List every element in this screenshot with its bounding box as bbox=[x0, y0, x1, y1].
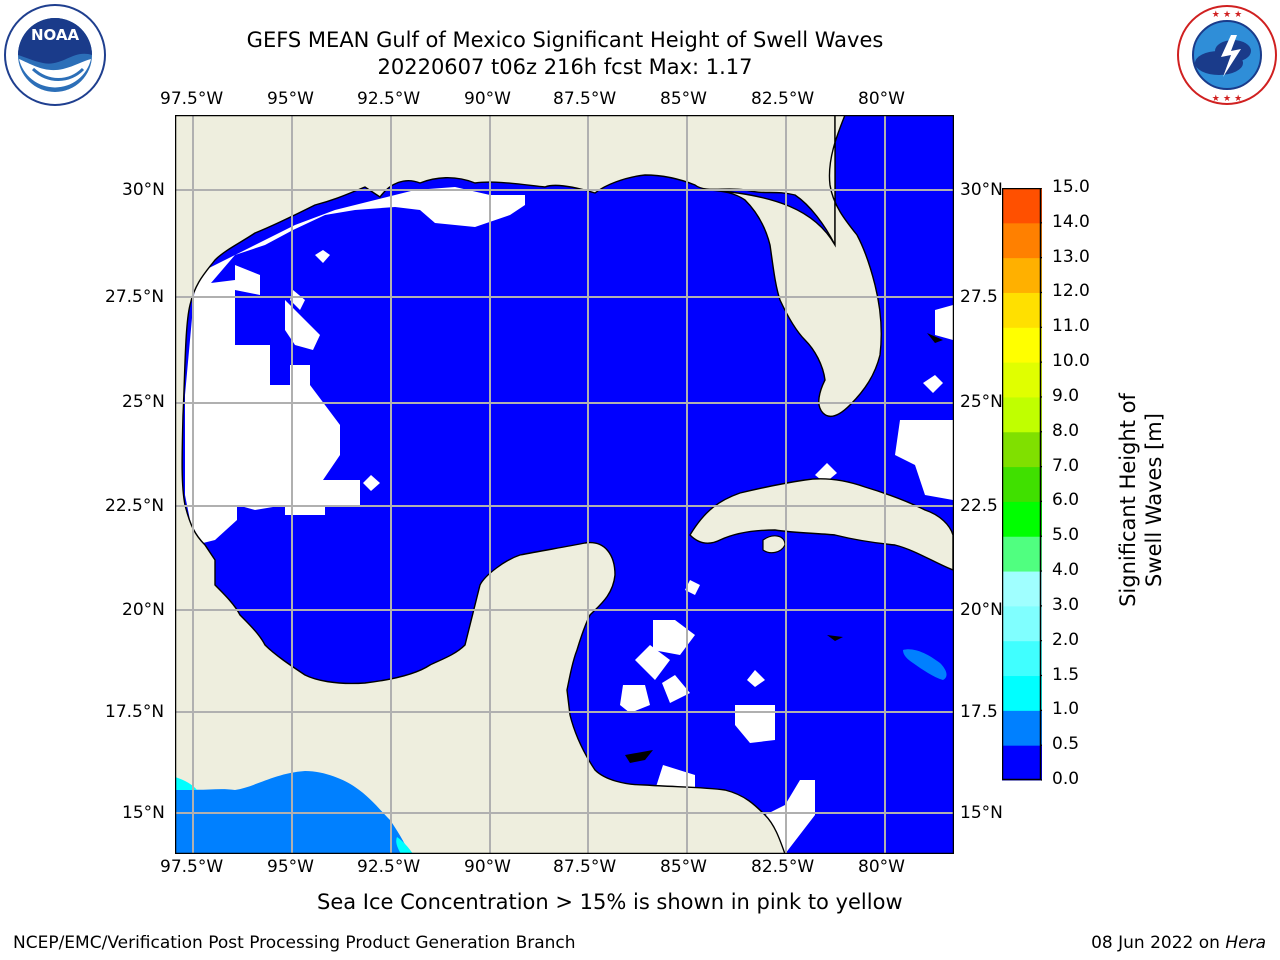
lat-label: 30°N bbox=[960, 180, 1003, 200]
svg-text:★ ★ ★: ★ ★ ★ bbox=[1212, 10, 1242, 20]
lon-label: 97.5°W bbox=[160, 857, 224, 877]
swell-pacific-1-0 bbox=[175, 777, 197, 790]
colorbar-segment bbox=[1002, 571, 1042, 607]
lon-label: 80°W bbox=[858, 89, 905, 109]
lat-label: 25°N bbox=[960, 392, 1003, 412]
lat-label: 17.5 bbox=[960, 702, 998, 722]
colorbar-tick-label: 7.0 bbox=[1052, 455, 1080, 476]
colorbar-tick-label: 13.0 bbox=[1052, 246, 1090, 267]
colorbar-tick-label: 4.0 bbox=[1052, 560, 1080, 581]
colorbar-segment bbox=[1002, 431, 1042, 468]
islands bbox=[625, 333, 943, 763]
colorbar-tick-label: 11.0 bbox=[1052, 316, 1090, 337]
lon-label: 95°W bbox=[267, 857, 314, 877]
lon-label: 92.5°W bbox=[357, 89, 421, 109]
lat-label: 20°N bbox=[122, 600, 165, 620]
colorbar-tick-label: 0.0 bbox=[1052, 769, 1080, 789]
land-north-america bbox=[175, 115, 836, 854]
lon-label: 85°W bbox=[660, 89, 707, 109]
lat-label: 15°N bbox=[960, 803, 1003, 823]
colorbar-segment bbox=[1002, 710, 1042, 746]
footer-host: Hera bbox=[1225, 933, 1266, 953]
lat-label: 20°N bbox=[960, 600, 1003, 620]
lon-label: 92.5°W bbox=[357, 857, 421, 877]
colorbar-segment bbox=[1002, 605, 1042, 642]
colorbar-tick-label: 2.0 bbox=[1052, 629, 1080, 650]
colorbar-tick-label: 9.0 bbox=[1052, 385, 1080, 406]
lon-label: 82.5°W bbox=[751, 89, 815, 109]
lat-label: 25°N bbox=[122, 392, 165, 412]
colorbar-tick-label: 8.0 bbox=[1052, 420, 1080, 441]
lat-label: 27.5°N bbox=[105, 287, 165, 307]
noaa-logo-text: NOAA bbox=[31, 26, 80, 44]
land-florida bbox=[709, 115, 882, 417]
lat-label: 27.5 bbox=[960, 287, 998, 307]
lat-label: 15°N bbox=[122, 803, 165, 823]
colorbar-segment bbox=[1002, 362, 1042, 398]
colorbar-tick-label: 1.0 bbox=[1052, 699, 1080, 720]
swell-caribbean-0-5 bbox=[903, 649, 947, 680]
lon-label: 97.5°W bbox=[160, 89, 224, 109]
colorbar-tick-label: 6.0 bbox=[1052, 490, 1080, 511]
lon-label: 85°W bbox=[660, 857, 707, 877]
colorbar-segment bbox=[1002, 675, 1042, 711]
map-frame bbox=[175, 115, 954, 854]
lat-label: 22.5°N bbox=[105, 496, 165, 516]
colorbar-tick-label: 5.0 bbox=[1052, 525, 1080, 546]
lon-label: 90°W bbox=[464, 857, 511, 877]
lat-label: 17.5°N bbox=[105, 702, 165, 722]
footer-timestamp: 08 Jun 2022 on Hera bbox=[1091, 933, 1266, 953]
land-masses bbox=[175, 115, 836, 854]
colorbar-tick-label: 1.5 bbox=[1052, 664, 1080, 685]
lon-label: 82.5°W bbox=[751, 857, 815, 877]
colorbar-tick-label: 15.0 bbox=[1052, 177, 1090, 197]
colorbar-label: Significant Height of Swell Waves [m] bbox=[1116, 393, 1166, 607]
colorbar-segment bbox=[1002, 745, 1042, 781]
colorbar-tick-label: 12.0 bbox=[1052, 281, 1090, 302]
colorbar-tick-label: 3.0 bbox=[1052, 594, 1080, 615]
footer-credit: NCEP/EMC/Verification Post Processing Pr… bbox=[13, 933, 576, 953]
nws-logo: ★ ★ ★ ★ ★ ★ bbox=[1177, 5, 1277, 105]
colorbar-tick-label: 14.0 bbox=[1052, 211, 1090, 232]
land-isle-of-youth bbox=[762, 535, 786, 554]
chart-subtitle: 20220607 t06z 216h fcst Max: 1.17 bbox=[377, 55, 753, 79]
colorbar-tick-label: 0.5 bbox=[1052, 734, 1080, 755]
chart-title: GEFS MEAN Gulf of Mexico Significant Hei… bbox=[246, 28, 884, 52]
svg-text:★ ★ ★: ★ ★ ★ bbox=[1212, 94, 1242, 104]
colorbar-segment bbox=[1002, 536, 1042, 572]
footer-date: 08 Jun 2022 on bbox=[1091, 933, 1226, 953]
swell-pacific-1-0b bbox=[396, 837, 413, 854]
colorbar bbox=[1002, 188, 1042, 781]
noaa-logo: NOAA bbox=[4, 4, 106, 106]
sea-ice-caption: Sea Ice Concentration > 15% is shown in … bbox=[317, 890, 903, 914]
colorbar-segment bbox=[1002, 222, 1042, 259]
lat-label: 30°N bbox=[122, 180, 165, 200]
lon-label: 90°W bbox=[464, 89, 511, 109]
colorbar-segment bbox=[1002, 327, 1042, 363]
lon-label: 87.5°W bbox=[553, 89, 617, 109]
colorbar-tick-label: 10.0 bbox=[1052, 351, 1090, 372]
colorbar-segment bbox=[1002, 466, 1042, 502]
colorbar-segment bbox=[1002, 257, 1042, 293]
colorbar-segment bbox=[1002, 188, 1042, 224]
colorbar-segment bbox=[1002, 640, 1042, 677]
lon-label: 87.5°W bbox=[553, 857, 617, 877]
lon-label: 80°W bbox=[858, 857, 905, 877]
colorbar-segment bbox=[1002, 501, 1042, 537]
colorbar-segment bbox=[1002, 292, 1042, 328]
map-panel bbox=[175, 115, 954, 854]
graticule bbox=[175, 115, 954, 854]
lon-label: 95°W bbox=[267, 89, 314, 109]
lat-label: 22.5 bbox=[960, 496, 998, 516]
colorbar-segment bbox=[1002, 396, 1042, 433]
